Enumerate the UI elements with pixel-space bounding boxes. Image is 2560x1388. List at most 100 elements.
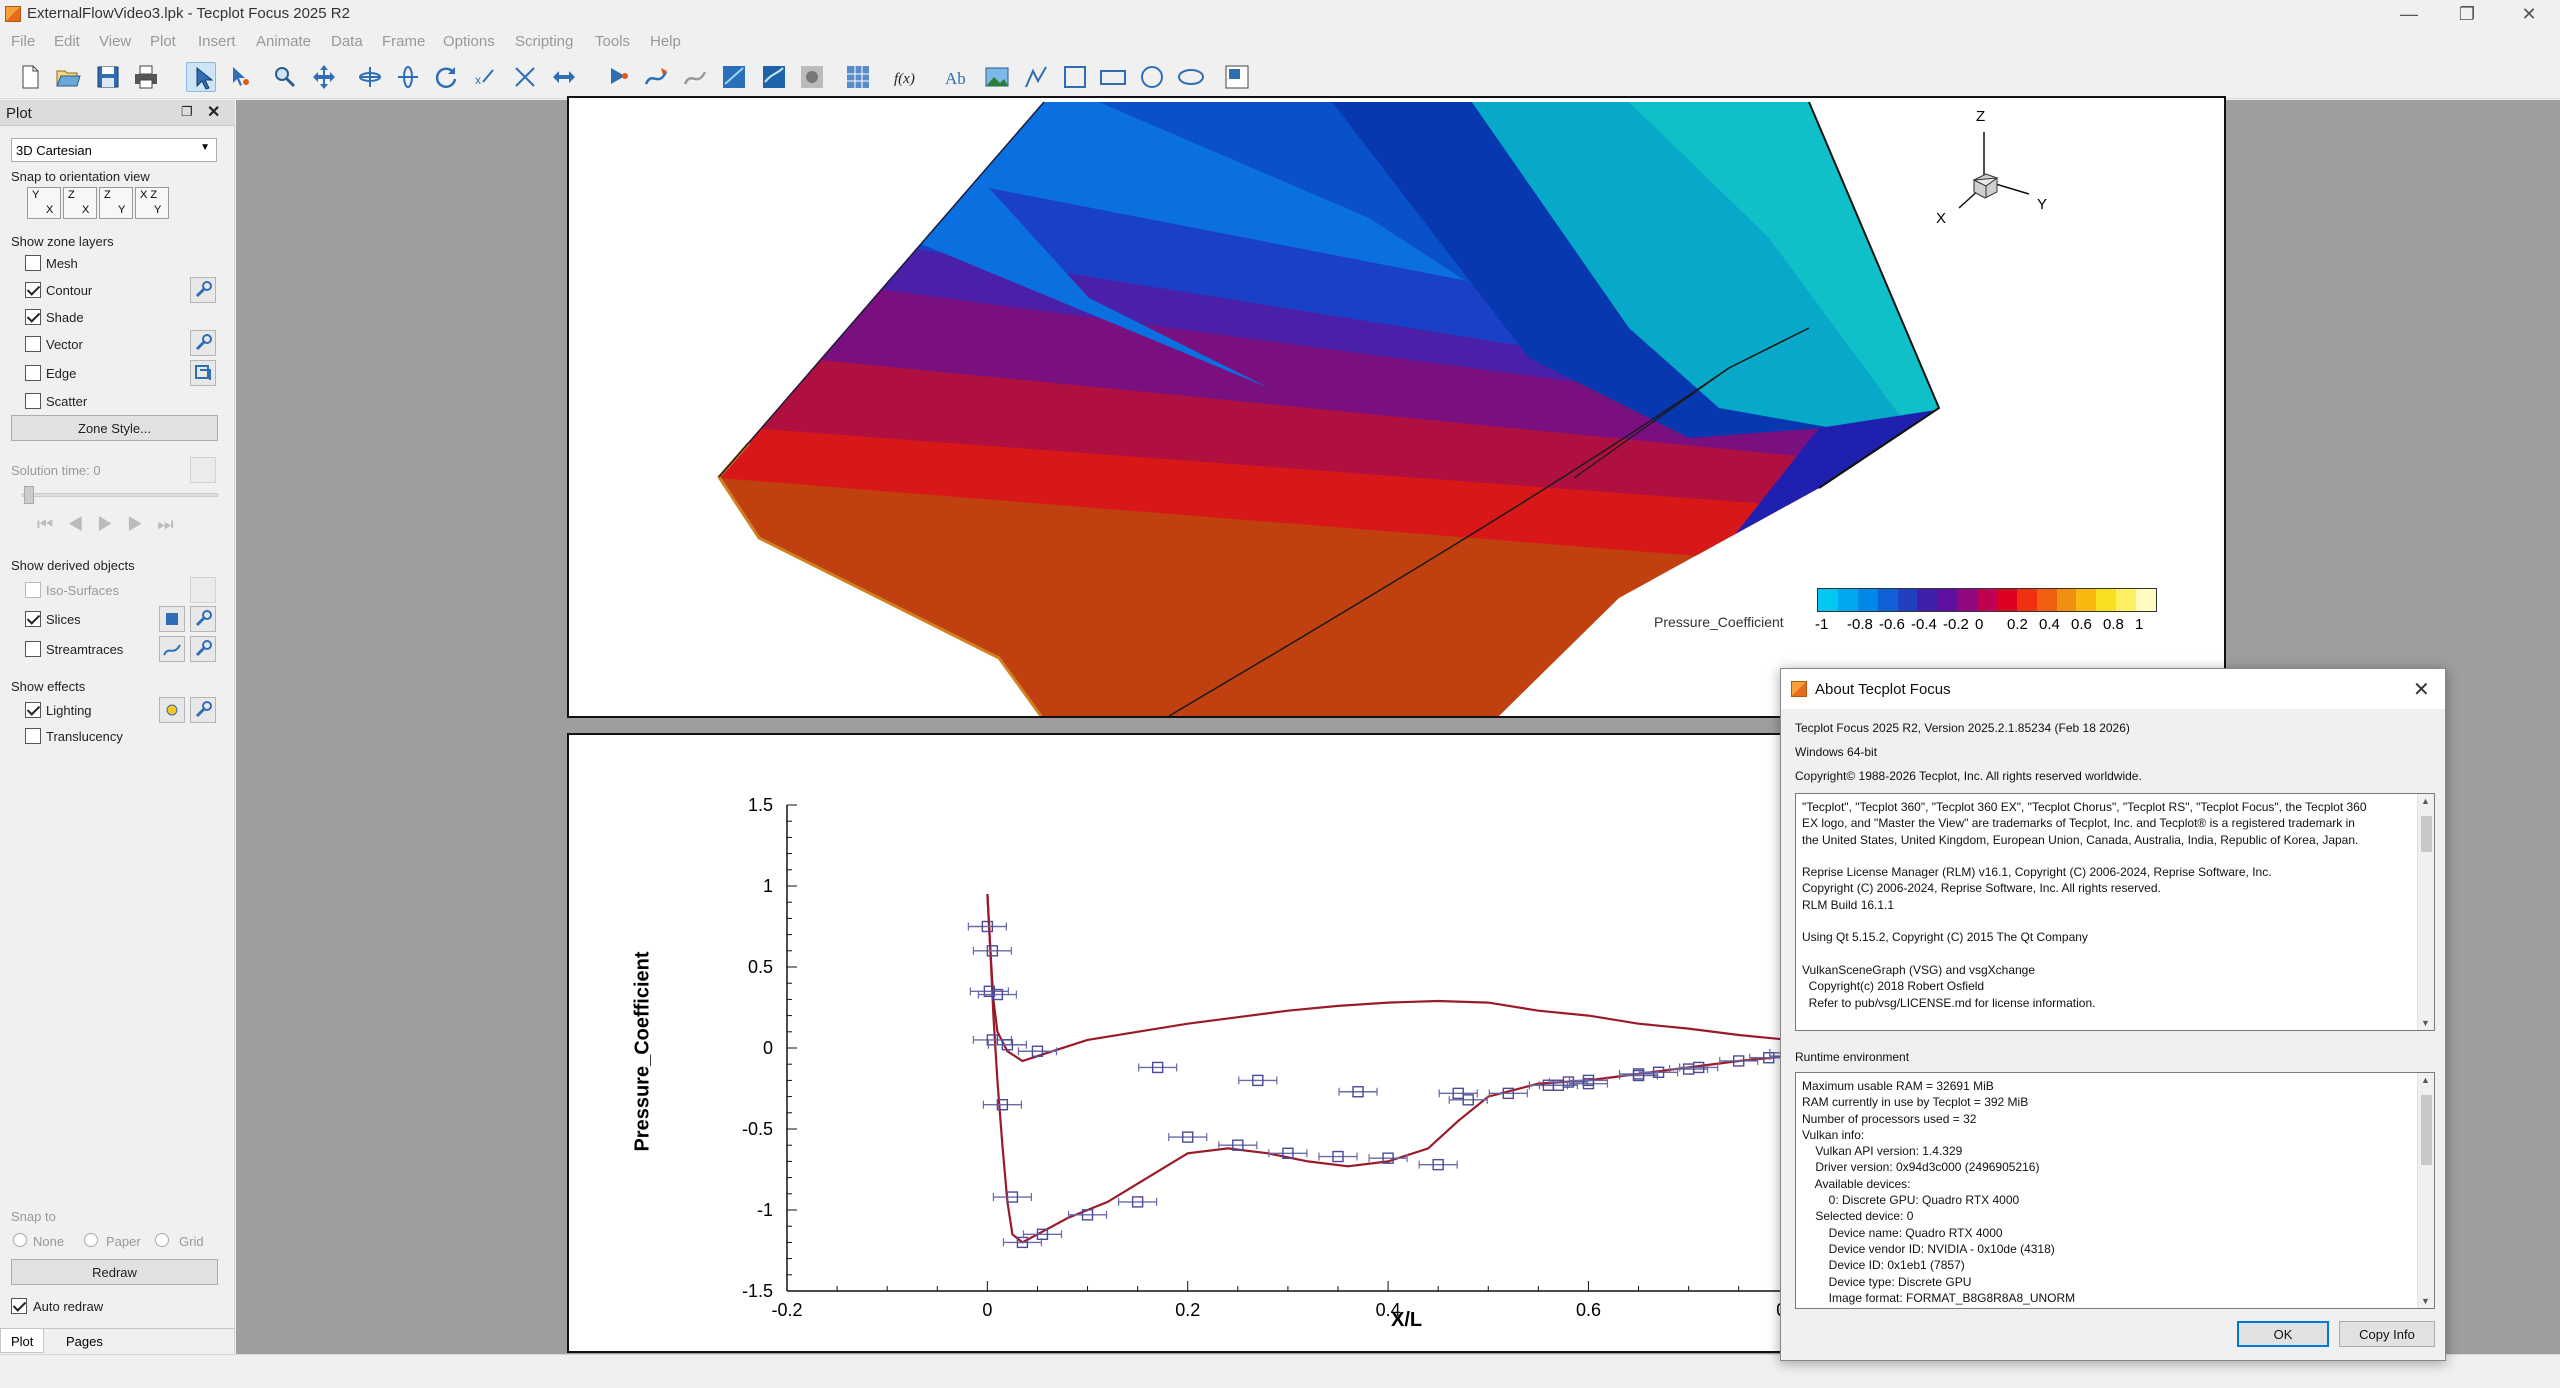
contour-checkbox[interactable] (25, 282, 41, 298)
solution-time-slider[interactable] (22, 493, 218, 497)
new-file-icon[interactable] (15, 62, 45, 92)
tab-plot[interactable]: Plot (0, 1329, 45, 1353)
snap-none-label: None (33, 1234, 65, 1249)
ok-button[interactable]: OK (2237, 1321, 2329, 1347)
streamtraces-checkbox[interactable] (25, 641, 41, 657)
menu-view[interactable]: View (99, 33, 132, 50)
save-icon[interactable] (93, 62, 123, 92)
legal-scrollbar[interactable]: ▲ ▼ (2417, 794, 2434, 1030)
rectangle-icon[interactable] (1098, 62, 1128, 92)
frame-3d[interactable]: Z Y X Pressure_Coefficient -1 -0.8 -0.6 -0.… (567, 96, 2226, 718)
edge-checkbox[interactable] (25, 365, 41, 381)
slices-extract-button[interactable] (159, 606, 185, 632)
contour-details-button[interactable] (190, 277, 216, 303)
ellipse-icon[interactable] (1176, 62, 1206, 92)
streamtrace-icon[interactable] (641, 62, 671, 92)
square-icon[interactable] (1060, 62, 1090, 92)
streamtraces-extract-button[interactable] (159, 636, 185, 662)
frame-icon[interactable] (1222, 62, 1252, 92)
roll-y-icon[interactable] (510, 62, 540, 92)
plot-type-select[interactable]: 3D Cartesian ▼ (11, 138, 217, 162)
menu-plot[interactable]: Plot (150, 33, 176, 50)
circle-icon[interactable] (1137, 62, 1167, 92)
image-icon[interactable] (982, 62, 1012, 92)
streamtraces-label: Streamtraces (46, 642, 124, 657)
copy-info-button[interactable]: Copy Info (2339, 1321, 2435, 1347)
menu-options[interactable]: Options (443, 33, 495, 50)
edge-details-button[interactable] (190, 360, 216, 386)
undock-icon[interactable]: ❐ (181, 104, 193, 119)
selector-icon[interactable] (186, 62, 216, 92)
rotate-x-icon[interactable] (355, 62, 385, 92)
x-tick-label: 0.4 (1376, 1300, 1401, 1320)
slice-icon[interactable] (719, 62, 749, 92)
open-file-icon[interactable] (53, 62, 83, 92)
menu-file[interactable]: File (11, 33, 36, 50)
vector-details-button[interactable] (190, 330, 216, 356)
solution-time-settings-button[interactable] (190, 457, 216, 483)
menu-help[interactable]: Help (650, 33, 681, 50)
probe-icon[interactable] (603, 62, 633, 92)
shade-checkbox[interactable] (25, 309, 41, 325)
scatter-checkbox[interactable] (25, 393, 41, 409)
lighting-checkbox[interactable] (25, 702, 41, 718)
menu-data[interactable]: Data (331, 33, 363, 50)
equation-icon[interactable]: f(x) (891, 62, 921, 92)
cp-data-point (1582, 1074, 1595, 1087)
maximize-button[interactable]: ❐ (2458, 4, 2476, 24)
snap-grid-radio[interactable] (155, 1233, 169, 1247)
snap-paper-radio[interactable] (84, 1233, 98, 1247)
rotate-y-icon[interactable] (393, 62, 423, 92)
translucency-checkbox[interactable] (25, 728, 41, 744)
redraw-button[interactable]: Redraw (11, 1259, 218, 1285)
data-edit-icon[interactable] (843, 62, 873, 92)
print-icon[interactable] (131, 62, 161, 92)
rotate-icon[interactable] (431, 62, 461, 92)
zoom-icon[interactable] (269, 62, 299, 92)
menu-animate[interactable]: Animate (256, 33, 312, 50)
slices-details-button[interactable] (190, 606, 216, 632)
blanking-icon[interactable] (797, 62, 827, 92)
translate-icon[interactable] (309, 62, 339, 92)
playback-controls[interactable]: ⏮◀▶▶⏭ (37, 514, 188, 534)
legal-textbox[interactable]: "Tecplot", "Tecplot 360", "Tecplot 360 E… (1795, 793, 2435, 1031)
menu-frame[interactable]: Frame (382, 33, 426, 50)
polyline-icon[interactable] (1021, 62, 1051, 92)
iso-details-button[interactable] (190, 577, 216, 603)
cp-data-point (1036, 1228, 1049, 1240)
auto-redraw-checkbox[interactable] (11, 1298, 27, 1314)
sidebar-close-icon[interactable]: ✕ (207, 104, 221, 121)
dialog-close-icon[interactable]: ✕ (2413, 679, 2430, 701)
iso-surfaces-checkbox[interactable] (25, 582, 41, 598)
effects-label: Show effects (11, 679, 86, 694)
close-button[interactable]: ✕ (2521, 4, 2537, 24)
runtime-textbox[interactable]: Maximum usable RAM = 32691 MiB RAM curre… (1795, 1072, 2435, 1309)
zone-style-button[interactable]: Zone Style... (11, 415, 218, 441)
streamtraces-details-button[interactable] (190, 636, 216, 662)
snap-none-radio[interactable] (13, 1233, 27, 1247)
streamtrace-delete-icon[interactable] (680, 62, 710, 92)
runtime-scrollbar[interactable]: ▲ ▼ (2417, 1073, 2434, 1308)
minimize-button[interactable]: — (2400, 4, 2418, 24)
menu-insert[interactable]: Insert (198, 33, 236, 50)
rollerball-icon[interactable] (549, 62, 579, 92)
orient-xzy-button[interactable]: X Z Y (135, 187, 169, 219)
roll-x-icon[interactable]: x (471, 62, 501, 92)
menu-edit[interactable]: Edit (54, 33, 80, 50)
menu-scripting[interactable]: Scripting (515, 33, 574, 50)
menu-tools[interactable]: Tools (595, 33, 631, 50)
vector-checkbox[interactable] (25, 336, 41, 352)
adjustor-icon[interactable] (225, 62, 255, 92)
mesh-checkbox[interactable] (25, 255, 41, 271)
slices-checkbox[interactable] (25, 611, 41, 627)
lighting-details-button[interactable] (190, 697, 216, 723)
lighting-light-button[interactable] (159, 697, 185, 723)
contour-add-icon[interactable] (759, 62, 789, 92)
text-icon[interactable]: Ab (942, 62, 972, 92)
slider-handle[interactable] (24, 486, 34, 504)
orient-zy-bottom: Y (118, 204, 126, 216)
tab-pages[interactable]: Pages (66, 1334, 103, 1349)
